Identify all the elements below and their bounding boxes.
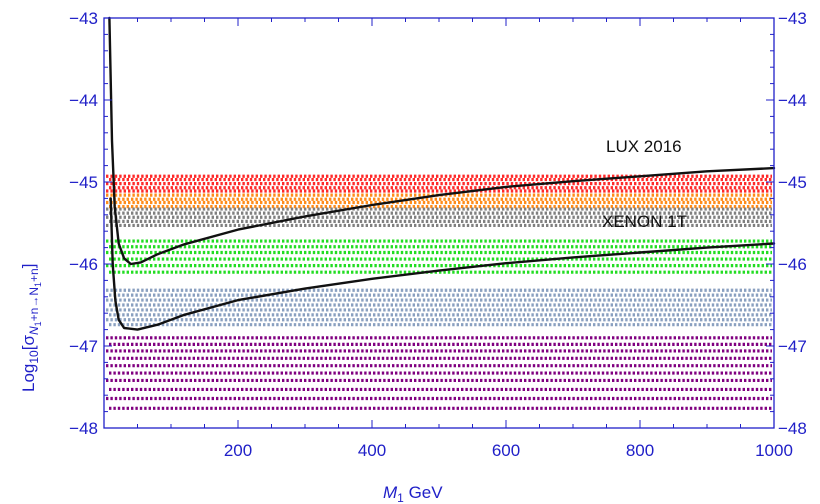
y-axis-label-sub-n1: N [27,326,41,335]
curve-1 [109,197,776,331]
x-tick-label: 200 [224,441,252,460]
y-tick-label-right: −47 [778,337,807,356]
x-axis-label: M1 GeV [383,483,443,504]
y-axis-label-sub-arrow: +n→N [27,287,41,321]
y-axis-label-sub-n: +n [27,268,41,282]
y-tick-label-right: −45 [778,173,807,192]
y-axis-label-sub-1a: 1 [33,321,43,326]
y-tick-label-left: −43 [69,9,98,28]
y-axis-label-close: ] [19,264,38,269]
x-tick-label: 800 [626,441,654,460]
y-tick-label-right: −44 [778,91,807,110]
x-axis-label-sub: 1 [397,491,404,504]
x-tick-label: 1000 [755,441,793,460]
y-tick-label-left: −44 [69,91,98,110]
x-tick-label: 400 [358,441,386,460]
axis-tick-labels: 200 400 600 800 1000 −48 −48 −47 −47 −46 −46 −45 −45… [69,9,807,460]
y-tick-label-left: −45 [69,173,98,192]
y-axis-label: Log10[σN1+n→N1+n] [19,264,43,392]
y-tick-label-right: −46 [778,255,807,274]
exclusion-curves [108,16,776,331]
x-axis-label-var: M [383,483,398,502]
xenon-label: XENON 1T [602,212,687,231]
y-tick-label-left: −48 [69,419,98,438]
curve-0 [108,16,776,266]
y-axis-label-sub-1b: 1 [33,282,43,287]
y-tick-label-right: −43 [778,9,807,28]
axis-ticks [103,17,775,429]
y-axis-label-sigma: [σ [19,335,38,351]
y-tick-label-left: −47 [69,337,98,356]
y-tick-label-right: −48 [778,419,807,438]
y-tick-label-left: −46 [69,255,98,274]
y-axis-label-log: Log [19,364,38,392]
x-tick-label: 600 [492,441,520,460]
lux-label: LUX 2016 [606,137,682,156]
x-axis-label-unit: GeV [404,483,443,502]
y-axis-label-sub-10: 10 [27,350,41,364]
scatter-bands [106,174,772,410]
